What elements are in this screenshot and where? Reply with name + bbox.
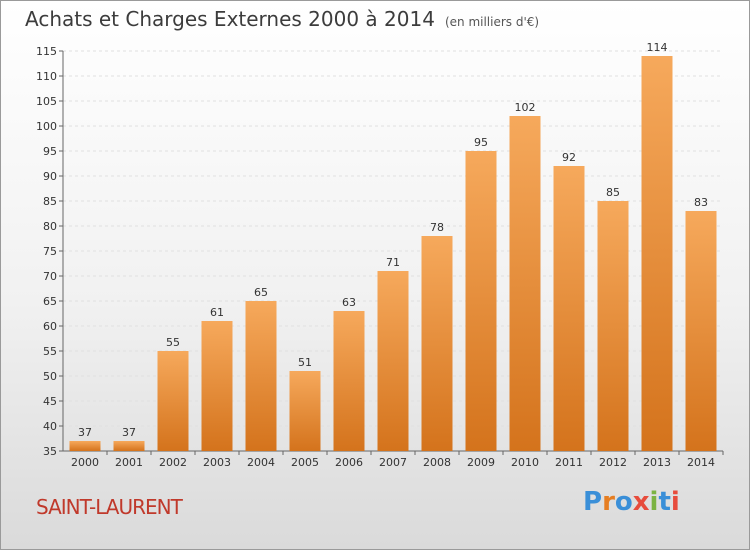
bar-2004 (245, 301, 277, 451)
logo-letter: x (632, 487, 650, 517)
axes: 35 40 45 50 55 60 65 70 75 80 85 90 95 100 105 110 115 20… (36, 45, 724, 469)
data-label-2003: 61 (210, 306, 224, 319)
proxiti-logo: Proxiti (583, 487, 680, 517)
y-tick-label: 105 (36, 95, 57, 108)
y-tick-label: 70 (43, 270, 57, 283)
y-tick-label: 60 (43, 320, 57, 333)
x-tick-label-2004: 2004 (247, 456, 275, 469)
x-tick-label-2012: 2012 (599, 456, 627, 469)
bar-2012 (597, 201, 629, 451)
data-label-2006: 63 (342, 296, 356, 309)
data-label-2005: 51 (298, 356, 312, 369)
data-label-2011: 92 (562, 151, 576, 164)
x-tick-label-2005: 2005 (291, 456, 319, 469)
y-tick-label: 90 (43, 170, 57, 183)
x-tick-label-2001: 2001 (115, 456, 143, 469)
logo-letter: P (583, 487, 603, 517)
data-label-2000: 37 (78, 426, 92, 439)
bars (69, 56, 717, 451)
bar-2002 (157, 351, 189, 451)
x-tick-label-2006: 2006 (335, 456, 363, 469)
chart-title: Achats et Charges Externes 2000 à 2014 (e… (25, 7, 539, 31)
y-tick-label: 35 (43, 445, 57, 458)
y-tick-label: 80 (43, 220, 57, 233)
bar-2011 (553, 166, 585, 451)
y-tick-label: 40 (43, 420, 57, 433)
data-label-2007: 71 (386, 256, 400, 269)
logo-letter: i (649, 487, 659, 517)
y-tick-label: 110 (36, 70, 57, 83)
data-label-2014: 83 (694, 196, 708, 209)
data-label-2001: 37 (122, 426, 136, 439)
chart-title-text: Achats et Charges Externes 2000 à 2014 (25, 7, 435, 31)
data-label-2009: 95 (474, 136, 488, 149)
x-tick-label-2013: 2013 (643, 456, 671, 469)
y-tick-label: 45 (43, 395, 57, 408)
data-label-2008: 78 (430, 221, 444, 234)
data-label-2012: 85 (606, 186, 620, 199)
x-tick-label-2003: 2003 (203, 456, 231, 469)
data-label-2002: 55 (166, 336, 180, 349)
y-tick-label: 85 (43, 195, 57, 208)
y-tick-label: 50 (43, 370, 57, 383)
unit-label: (en milliers d'€) (444, 15, 540, 29)
x-tick-label-2011: 2011 (555, 456, 583, 469)
logo-letter: i (670, 487, 680, 517)
bar-2003 (201, 321, 233, 451)
location-label: SAINT-LAURENT (36, 495, 183, 519)
bar-2009 (465, 151, 497, 451)
logo-letter: o (614, 487, 633, 517)
bar-2010 (509, 116, 541, 451)
x-tick-label-2008: 2008 (423, 456, 451, 469)
bar-2006 (333, 311, 365, 451)
logo-letter: r (602, 487, 615, 517)
y-tick-label: 55 (43, 345, 57, 358)
data-labels: 37 37 55 61 65 51 63 71 78 95 102 92 85 114 83 (78, 41, 708, 439)
y-tick-label: 95 (43, 145, 57, 158)
x-tick-label-2014: 2014 (687, 456, 715, 469)
bar-2013 (641, 56, 673, 451)
data-label-2004: 65 (254, 286, 268, 299)
y-tick-label: 75 (43, 245, 57, 258)
logo-letter: t (658, 487, 671, 517)
y-tick-label: 115 (36, 45, 57, 58)
bar-2007 (377, 271, 409, 451)
y-tick-label: 100 (36, 120, 57, 133)
bar-2000 (69, 441, 101, 451)
bar-2014 (685, 211, 717, 451)
data-label-2010: 102 (515, 101, 536, 114)
bar-2005 (289, 371, 321, 451)
bar-2001 (113, 441, 145, 451)
x-tick-label-2002: 2002 (159, 456, 187, 469)
x-tick-label-2007: 2007 (379, 456, 407, 469)
x-tick-label-2000: 2000 (71, 456, 99, 469)
x-tick-label-2010: 2010 (511, 456, 539, 469)
bar-2008 (421, 236, 453, 451)
data-label-2013: 114 (647, 41, 668, 54)
x-tick-label-2009: 2009 (467, 456, 495, 469)
y-tick-label: 65 (43, 295, 57, 308)
